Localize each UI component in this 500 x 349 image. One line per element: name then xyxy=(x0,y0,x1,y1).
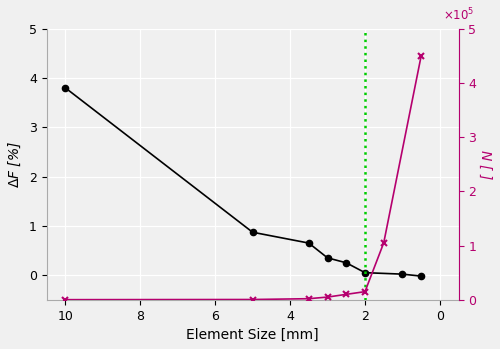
Text: $\times10^5$: $\times10^5$ xyxy=(443,7,474,23)
X-axis label: Element Size [mm]: Element Size [mm] xyxy=(186,328,319,342)
Y-axis label: $N$ [ ]: $N$ [ ] xyxy=(477,149,493,180)
Y-axis label: $\Delta F$ [%]: $\Delta F$ [%] xyxy=(7,141,23,188)
